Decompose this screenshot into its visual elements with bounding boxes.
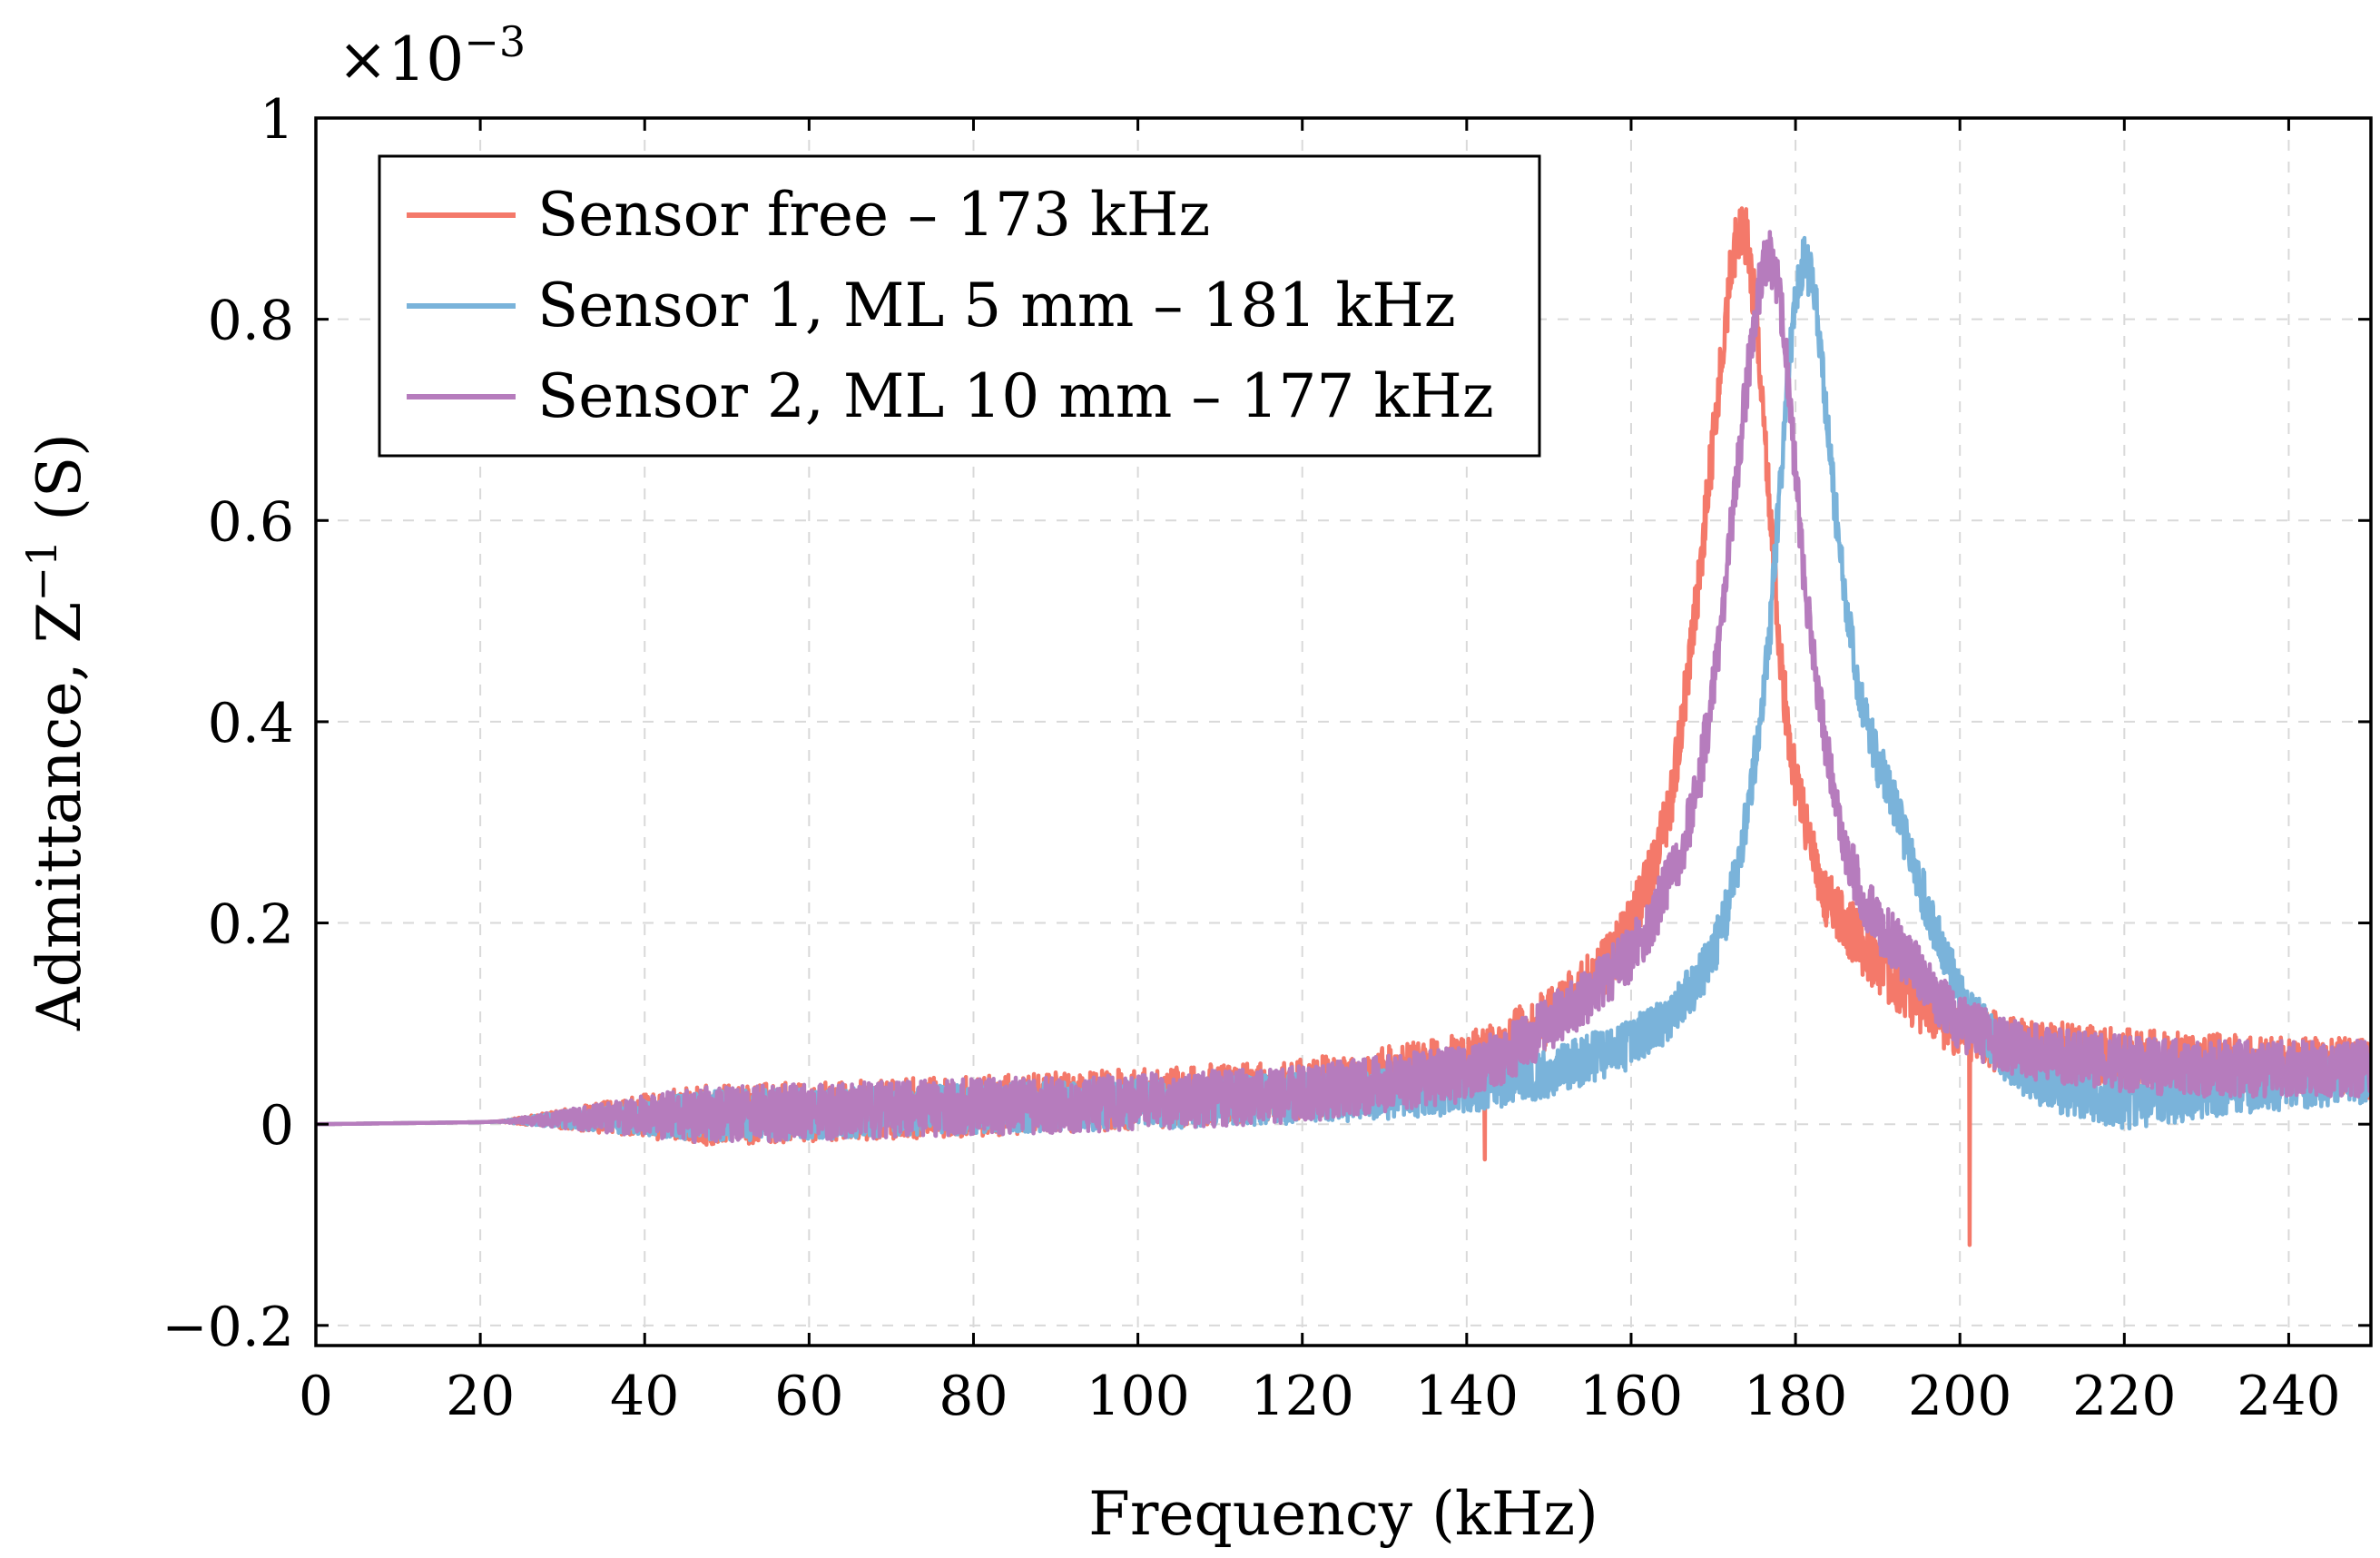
x-tick-label: 240 — [2237, 1365, 2341, 1428]
x-tick-labels: 0 20 40 60 80 100 120 140 160 180 200 220 240 — [299, 1365, 2341, 1428]
series-sensor-2 — [316, 230, 2371, 1145]
y-tick-labels: −0.2 0 0.2 0.4 0.6 0.8 1 — [162, 88, 294, 1359]
x-tick-label: 0 — [299, 1365, 333, 1428]
x-tick-label: 100 — [1086, 1365, 1190, 1428]
y-scale-factor: ×10−3 — [338, 17, 526, 94]
x-tick-label: 180 — [1744, 1365, 1848, 1428]
x-tick-label: 120 — [1250, 1365, 1354, 1428]
x-tick-label: 20 — [446, 1365, 515, 1428]
legend-label-sensor-free: Sensor free – 173 kHz — [537, 180, 1210, 250]
x-tick-label: 80 — [939, 1365, 1008, 1428]
y-tick-label: 0.8 — [208, 290, 294, 353]
x-tick-label: 60 — [774, 1365, 843, 1428]
y-tick-label: −0.2 — [162, 1296, 294, 1359]
x-tick-label: 40 — [610, 1365, 679, 1428]
y-tick-label: 0.2 — [208, 893, 294, 957]
x-tick-label: 160 — [1579, 1365, 1684, 1428]
y-tick-label: 0.4 — [208, 692, 294, 755]
legend-label-sensor-1: Sensor 1, ML 5 mm – 181 kHz — [537, 271, 1456, 340]
series-layer — [316, 206, 2371, 1247]
plot-frame — [314, 116, 2373, 1347]
axis-ticks — [314, 116, 2371, 1346]
y-tick-label: 1 — [260, 88, 294, 152]
legend-label-sensor-2: Sensor 2, ML 10 mm – 177 kHz — [537, 361, 1494, 431]
x-tick-label: 140 — [1415, 1365, 1519, 1428]
y-tick-label: 0 — [260, 1094, 294, 1158]
x-tick-label: 200 — [1908, 1365, 2012, 1428]
x-tick-label: 220 — [2072, 1365, 2177, 1428]
y-axis-title: Admittance, Z−1 (S) — [17, 433, 94, 1031]
legend-box — [378, 154, 1541, 458]
x-axis-title: Frequency (kHz) — [1088, 1479, 1598, 1549]
legend: Sensor free – 173 kHz Sensor 1, ML 5 mm … — [378, 154, 1541, 458]
y-tick-label: 0.6 — [208, 490, 294, 554]
